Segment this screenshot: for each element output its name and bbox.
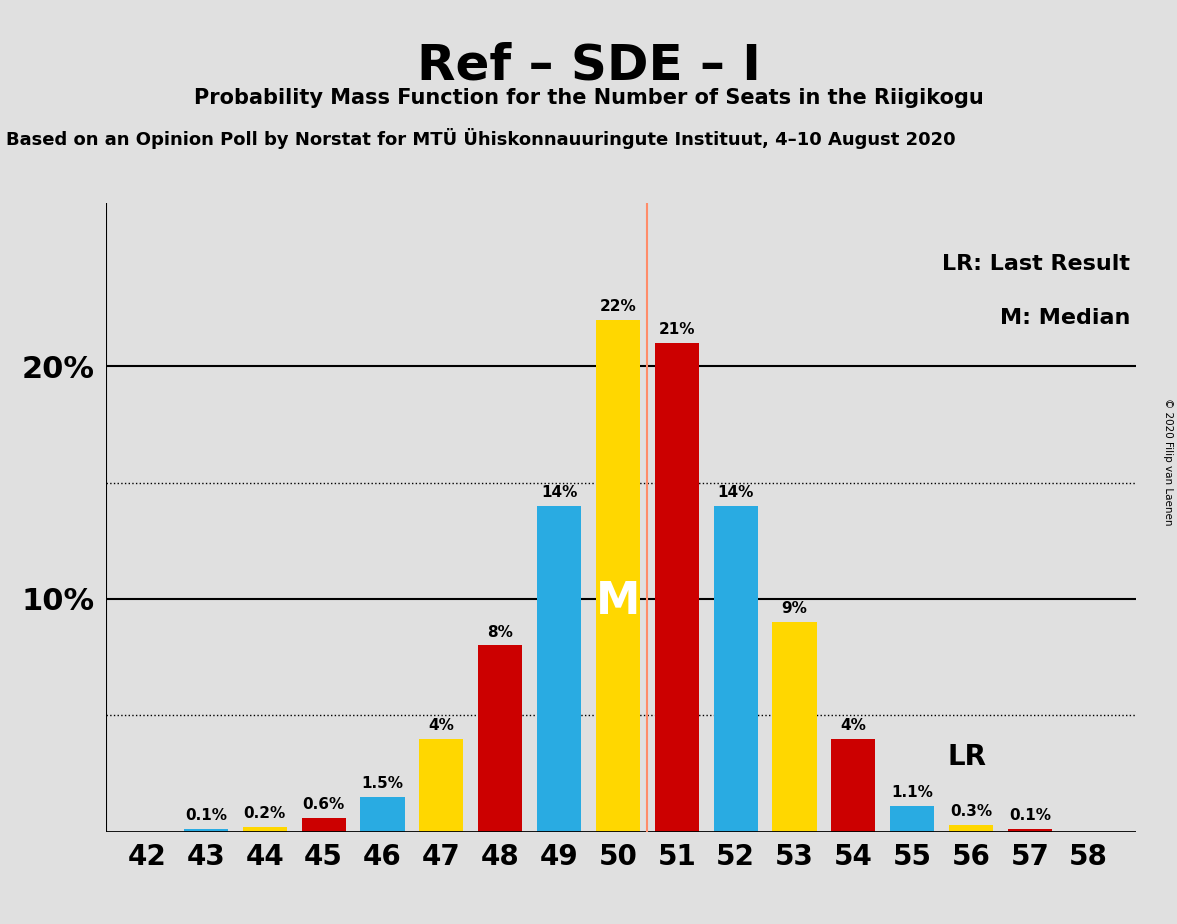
Text: 4%: 4% xyxy=(428,718,454,733)
Text: 14%: 14% xyxy=(541,485,577,500)
Text: 0.1%: 0.1% xyxy=(1009,808,1051,823)
Bar xyxy=(654,343,699,832)
Text: LR: LR xyxy=(947,743,986,772)
Text: M: M xyxy=(596,579,640,623)
Text: 0.2%: 0.2% xyxy=(244,806,286,821)
Text: 0.6%: 0.6% xyxy=(302,796,345,812)
Bar xyxy=(184,829,228,832)
Text: 21%: 21% xyxy=(658,322,696,337)
Text: © 2020 Filip van Laenen: © 2020 Filip van Laenen xyxy=(1163,398,1172,526)
Bar xyxy=(949,824,993,832)
Bar xyxy=(242,827,287,832)
Bar xyxy=(301,818,346,832)
Text: M: Median: M: Median xyxy=(999,308,1130,328)
Text: 0.1%: 0.1% xyxy=(185,808,227,823)
Bar xyxy=(419,738,464,832)
Text: Based on an Opinion Poll by Norstat for MTÜ Ühiskonnauuringute Instituut, 4–10 A: Based on an Opinion Poll by Norstat for … xyxy=(6,128,956,149)
Text: 4%: 4% xyxy=(840,718,866,733)
Text: 22%: 22% xyxy=(599,298,637,314)
Text: 8%: 8% xyxy=(487,625,513,639)
Text: 1.5%: 1.5% xyxy=(361,776,404,791)
Bar xyxy=(360,796,405,832)
Bar xyxy=(772,622,817,832)
Text: 0.3%: 0.3% xyxy=(950,804,992,819)
Text: LR: Last Result: LR: Last Result xyxy=(942,254,1130,274)
Bar xyxy=(596,320,640,832)
Bar xyxy=(890,806,935,832)
Text: Ref – SDE – I: Ref – SDE – I xyxy=(417,42,760,90)
Bar xyxy=(1008,829,1052,832)
Text: 1.1%: 1.1% xyxy=(891,785,933,800)
Text: 9%: 9% xyxy=(782,602,807,616)
Text: Probability Mass Function for the Number of Seats in the Riigikogu: Probability Mass Function for the Number… xyxy=(194,88,983,108)
Text: 14%: 14% xyxy=(718,485,753,500)
Bar xyxy=(478,646,523,832)
Bar xyxy=(537,505,581,832)
Bar xyxy=(713,505,758,832)
Bar xyxy=(831,738,876,832)
